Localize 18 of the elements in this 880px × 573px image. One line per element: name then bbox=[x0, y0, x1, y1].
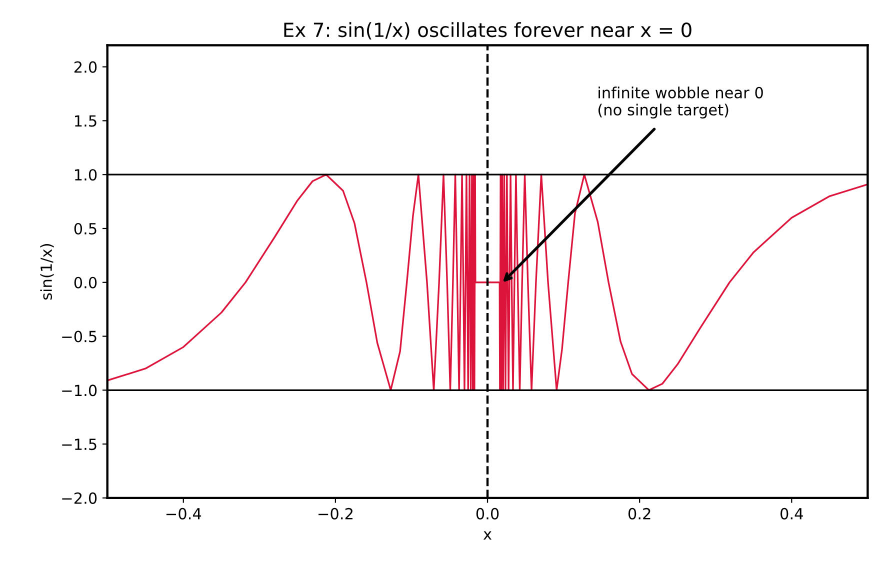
y-tick-label: −0.5 bbox=[62, 330, 96, 342]
y-axis-title: sin(1/x) bbox=[40, 244, 54, 300]
x-tick-label: 0.4 bbox=[780, 508, 803, 520]
y-tick-label: −2.0 bbox=[62, 492, 97, 504]
x-tick-label: 0.2 bbox=[628, 508, 650, 520]
x-tick-label: −0.4 bbox=[166, 508, 202, 520]
annotation: infinite wobble near 0 (no single target) bbox=[598, 86, 763, 118]
y-tick-label: −1.0 bbox=[62, 384, 97, 396]
x-tick-label: −0.2 bbox=[318, 508, 352, 520]
chart-title: Ex 7: sin(1/x) oscillates forever near x = 0 bbox=[284, 22, 692, 40]
y-tick-label: 2.0 bbox=[74, 61, 97, 73]
y-tick-label: 1.5 bbox=[75, 115, 96, 127]
x-axis-title: x bbox=[483, 531, 492, 540]
x-tick-label: 0.0 bbox=[476, 508, 499, 520]
y-tick-label: 0.5 bbox=[74, 222, 96, 235]
y-tick-label: 1.0 bbox=[75, 169, 97, 181]
y-tick-label: 0.0 bbox=[74, 276, 97, 288]
y-tick-label: −1.5 bbox=[62, 438, 96, 450]
